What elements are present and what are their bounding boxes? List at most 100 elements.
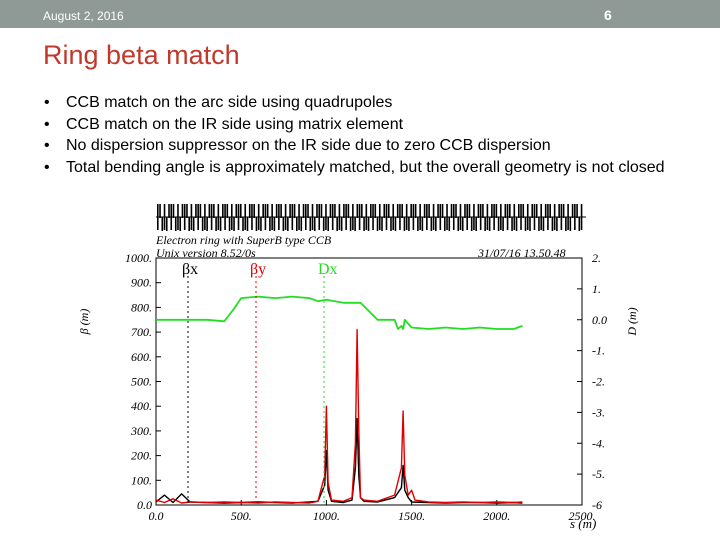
- lattice-element: [181, 204, 184, 218]
- lattice-element: [482, 204, 484, 218]
- lattice-element: [309, 217, 312, 231]
- slide-date: August 2, 2016: [43, 9, 124, 23]
- lattice-element: [515, 217, 518, 231]
- lattice-element: [506, 204, 509, 230]
- lattice-element: [233, 217, 235, 231]
- left-tick-label: 800.: [131, 300, 152, 314]
- lattice-element: [313, 217, 316, 231]
- lattice-element: [477, 204, 480, 218]
- lattice-element: [549, 204, 551, 218]
- left-tick-label: 200.: [131, 449, 152, 463]
- lattice-element: [526, 204, 529, 230]
- lattice-element: [239, 204, 242, 218]
- lattice-element: [302, 204, 305, 218]
- lattice-element: [376, 217, 379, 231]
- lattice-element: [578, 217, 581, 231]
- lattice-element: [437, 204, 439, 218]
- lattice-element: [217, 204, 220, 230]
- slide-title: Ring beta match: [43, 40, 240, 70]
- plot-title: Electron ring with SuperB type CCB: [155, 233, 332, 247]
- lattice-element: [255, 217, 258, 231]
- x-axis-label: s (m): [570, 516, 596, 531]
- lattice-element: [524, 217, 527, 231]
- lattice-element: [544, 204, 547, 218]
- lattice-element: [405, 204, 408, 230]
- lattice-element: [551, 217, 554, 231]
- lattice-element: [491, 204, 493, 218]
- x-tick-label: 2500.: [569, 509, 596, 523]
- lattice-element: [266, 204, 269, 218]
- lattice-element: [275, 204, 278, 218]
- lattice-element: [190, 204, 193, 230]
- lattice-element: [257, 204, 260, 230]
- lattice-element: [417, 217, 419, 231]
- lattice-element: [374, 204, 377, 218]
- lattice-element: [392, 204, 395, 230]
- lattice-layout-strip: [156, 202, 586, 232]
- lattice-element: [177, 204, 179, 230]
- lattice-element: [195, 204, 197, 218]
- lattice-element: [271, 204, 273, 230]
- lattice-element: [322, 217, 325, 231]
- lattice-element: [161, 217, 164, 231]
- lattice-element: [213, 204, 215, 218]
- lattice-element: [461, 217, 464, 231]
- lattice-element: [540, 204, 542, 230]
- lattice-element: [567, 204, 569, 230]
- plot-axes: [155, 257, 583, 506]
- lattice-element: [327, 217, 329, 231]
- lattice-element: [264, 204, 267, 230]
- lattice-element: [410, 204, 412, 218]
- lattice-element: [414, 204, 417, 218]
- lattice-element: [448, 217, 451, 231]
- plot-program-version: Unix version 8.52/0s: [156, 246, 256, 260]
- lattice-element: [533, 204, 536, 230]
- lattice-element: [372, 204, 374, 230]
- lattice-element: [199, 204, 202, 218]
- lattice-element: [170, 204, 173, 230]
- lattice-element: [517, 204, 520, 218]
- right-tick-label: -3.: [592, 405, 605, 419]
- lattice-element: [443, 217, 446, 231]
- lattice-element: [504, 204, 507, 218]
- lattice-element: [569, 217, 572, 231]
- left-tick-label: 300.: [130, 424, 152, 438]
- lattice-element: [493, 204, 495, 230]
- lattice-element: [226, 204, 229, 218]
- lattice-element: [439, 204, 442, 230]
- lattice-element: [479, 204, 482, 230]
- legend-entry: βx: [182, 261, 198, 278]
- lattice-element: [553, 204, 556, 230]
- lattice-element: [197, 204, 199, 230]
- lattice-element: [408, 217, 410, 231]
- left-axis-label: β (m): [77, 309, 91, 336]
- lattice-element: [282, 217, 285, 231]
- lattice-element: [457, 217, 460, 231]
- plot-legend: βx βy Dx: [182, 261, 338, 505]
- lattice-element: [502, 217, 504, 231]
- lattice-element: [403, 217, 406, 231]
- lattice-element: [529, 217, 531, 231]
- lattice-element: [428, 204, 430, 218]
- lattice-element: [542, 217, 545, 231]
- lattice-element: [183, 204, 186, 230]
- lattice-element: [224, 204, 226, 230]
- lattice-element: [210, 204, 213, 230]
- lattice-element: [535, 204, 538, 218]
- lattice-element: [488, 217, 491, 231]
- left-tick-label: 400.: [131, 399, 152, 413]
- lattice-element: [455, 204, 457, 218]
- lattice-element: [466, 204, 469, 230]
- lattice-element: [450, 204, 453, 218]
- legend-entry: βy: [250, 261, 266, 278]
- lattice-element: [159, 204, 161, 218]
- lattice-element: [468, 204, 471, 218]
- lattice-element: [430, 217, 433, 231]
- lattice-element: [253, 204, 256, 218]
- lattice-element: [399, 204, 401, 230]
- lattice-element: [576, 204, 578, 218]
- lattice-element: [311, 204, 314, 230]
- left-tick-label: 100.: [131, 473, 152, 487]
- lattice-element: [235, 204, 238, 218]
- left-tick-label: 500.: [131, 375, 152, 389]
